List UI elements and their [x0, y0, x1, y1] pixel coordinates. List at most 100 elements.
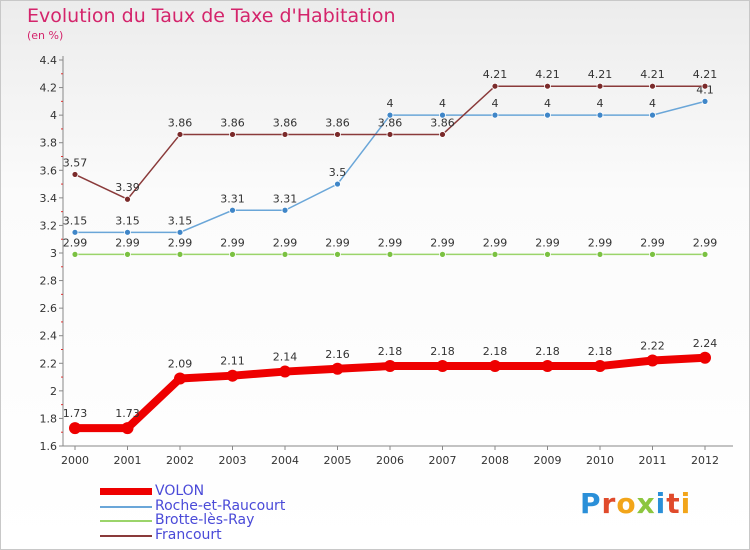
data-point-francourt [71, 171, 79, 178]
data-point-brotte-les-ray [386, 250, 394, 258]
data-point-roche-et-raucourt [229, 206, 236, 214]
data-label-francourt: 3.86 [325, 116, 350, 129]
data-label-francourt: 3.86 [378, 116, 403, 129]
y-tick-label: 3.6 [40, 164, 58, 177]
data-label-volon: 2.24 [693, 337, 718, 350]
data-label-brotte-les-ray: 2.99 [640, 236, 665, 249]
data-point-roche-et-raucourt [701, 97, 709, 105]
data-label-francourt: 4.21 [640, 68, 665, 81]
data-point-brotte-les-ray [176, 250, 184, 258]
data-label-francourt: 3.39 [115, 181, 140, 194]
logo-letter: t [666, 487, 681, 520]
data-label-brotte-les-ray: 2.99 [63, 236, 88, 249]
legend-item-francourt[interactable]: Francourt [100, 526, 340, 543]
data-point-volon [226, 369, 239, 382]
y-tick-label: 4.4 [40, 54, 58, 67]
x-tick-label: 2008 [481, 454, 509, 467]
data-label-roche-et-raucourt: 3.15 [63, 214, 88, 227]
x-tick-label: 2011 [639, 454, 667, 467]
data-point-francourt [596, 82, 604, 90]
data-label-roche-et-raucourt: 4 [439, 97, 446, 110]
legend-label-roche-et-raucourt: Roche-et-Raucourt [155, 497, 286, 514]
legend-label-francourt: Francourt [155, 526, 222, 543]
data-label-volon: 1.73 [63, 407, 88, 420]
data-point-roche-et-raucourt [386, 111, 394, 119]
data-label-volon: 1.73 [115, 407, 140, 420]
data-point-francourt [386, 131, 394, 138]
data-label-brotte-les-ray: 2.99 [168, 236, 193, 249]
legend-item-brotte-les-ray[interactable]: Brotte-lès-Ray [100, 512, 340, 528]
data-label-roche-et-raucourt: 3.5 [329, 166, 347, 179]
y-tick-label: 2.4 [40, 330, 58, 343]
data-label-brotte-les-ray: 2.99 [430, 236, 455, 249]
x-tick-label: 2004 [271, 454, 299, 467]
x-tick-label: 2005 [324, 454, 352, 467]
data-label-francourt: 4.21 [535, 68, 560, 81]
data-point-francourt [176, 131, 184, 138]
data-label-volon: 2.11 [220, 355, 245, 368]
data-label-volon: 2.16 [325, 348, 350, 361]
data-label-volon: 2.18 [430, 345, 455, 358]
data-point-francourt [334, 131, 341, 138]
y-tick-label: 2.6 [40, 302, 58, 315]
data-label-brotte-les-ray: 2.99 [115, 236, 140, 249]
y-tick-label: 1.6 [40, 440, 58, 453]
data-point-volon [331, 362, 344, 375]
legend-swatch-roche-et-raucourt [100, 505, 152, 508]
data-label-volon: 2.18 [483, 345, 508, 358]
logo-letter: x [636, 487, 656, 520]
y-tick-label: 3.8 [40, 137, 58, 150]
legend-swatch-francourt [100, 534, 152, 537]
data-label-roche-et-raucourt: 3.31 [273, 192, 298, 205]
legend-swatch-brotte-les-ray [100, 520, 152, 522]
data-point-francourt [439, 131, 446, 138]
data-point-roche-et-raucourt [596, 111, 604, 119]
data-label-roche-et-raucourt: 4 [492, 97, 499, 110]
y-tick-label: 3.4 [40, 192, 58, 205]
y-tick-label: 2.8 [40, 275, 58, 288]
data-label-brotte-les-ray: 2.99 [273, 236, 298, 249]
data-point-volon [489, 360, 501, 373]
data-label-brotte-les-ray: 2.99 [220, 236, 245, 249]
data-point-roche-et-raucourt [439, 111, 446, 119]
x-tick-label: 2000 [61, 454, 89, 467]
data-label-francourt: 3.86 [168, 116, 193, 129]
legend-label-volon: VOLON [155, 483, 205, 499]
data-point-brotte-les-ray [439, 250, 446, 258]
data-point-francourt [701, 82, 709, 90]
data-point-roche-et-raucourt [176, 228, 184, 236]
legend: VOLON Roche-et-Raucourt Brotte-lès-Ray F… [100, 483, 340, 543]
legend-item-roche-et-raucourt[interactable]: Roche-et-Raucourt [100, 497, 340, 514]
data-label-francourt: 4.21 [588, 68, 613, 81]
data-point-volon [121, 422, 134, 435]
data-point-brotte-les-ray [544, 250, 551, 258]
data-label-brotte-les-ray: 2.99 [483, 236, 508, 249]
data-point-brotte-les-ray [281, 250, 289, 258]
x-tick-label: 2009 [534, 454, 562, 467]
data-point-brotte-les-ray [701, 250, 709, 258]
x-tick-label: 2001 [114, 454, 142, 467]
data-label-francourt: 4.21 [693, 68, 718, 81]
chart-title: Evolution du Taux de Taxe d'Habitation [27, 5, 396, 27]
data-point-roche-et-raucourt [491, 111, 499, 119]
data-point-brotte-les-ray [71, 250, 79, 258]
data-point-brotte-les-ray [649, 250, 656, 258]
data-label-volon: 2.09 [168, 357, 193, 370]
data-label-francourt: 3.86 [220, 116, 245, 129]
legend-item-volon[interactable]: VOLON [100, 483, 340, 499]
proxiti-logo: Proxiti [580, 487, 691, 520]
data-label-brotte-les-ray: 2.99 [325, 236, 350, 249]
data-point-volon [279, 365, 291, 378]
data-label-roche-et-raucourt: 4 [597, 97, 604, 110]
data-label-francourt: 3.86 [273, 116, 298, 129]
data-label-roche-et-raucourt: 4 [544, 97, 551, 110]
logo-letter: r [601, 487, 617, 520]
y-tick-label: 2 [50, 385, 57, 398]
data-point-francourt [281, 131, 289, 138]
y-tick-label: 3 [50, 247, 57, 260]
legend-swatch-volon [100, 488, 152, 495]
data-label-volon: 2.14 [273, 351, 298, 364]
data-label-roche-et-raucourt: 3.15 [115, 214, 140, 227]
data-label-volon: 2.18 [588, 345, 613, 358]
y-tick-label: 4 [50, 109, 57, 122]
